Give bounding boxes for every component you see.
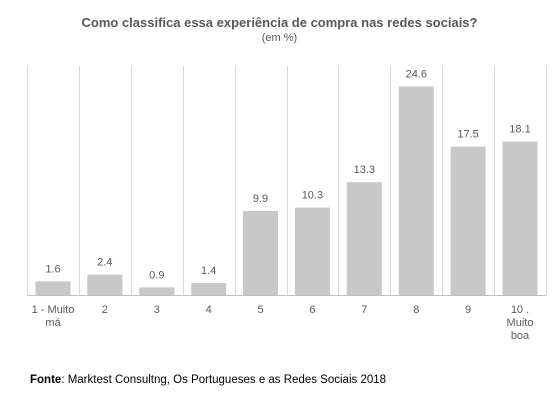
chart-title: Como classifica essa experiência de comp… bbox=[81, 15, 478, 30]
bar-10 bbox=[502, 141, 538, 295]
data-label-10: 18.1 bbox=[509, 124, 530, 136]
x-tick-label-line: 3 bbox=[154, 304, 160, 316]
x-tick-label-2: 2 bbox=[102, 304, 108, 316]
x-tick-label-6: 6 bbox=[309, 304, 315, 316]
source-label: Fonte bbox=[30, 374, 62, 386]
source-note: Fonte: Marktest Consultng, Os Portuguese… bbox=[30, 374, 386, 386]
x-tick-label-line: 1 - Muito bbox=[32, 304, 75, 316]
x-tick-label-line: Muito bbox=[507, 317, 534, 329]
data-label-1: 1.6 bbox=[45, 263, 60, 275]
x-tick-label-8: 8 bbox=[413, 304, 419, 316]
x-tick-label-10: 10 . Muito boa bbox=[507, 304, 534, 342]
x-tick-label-line: 9 bbox=[465, 304, 471, 316]
data-label-9: 17.5 bbox=[457, 129, 478, 141]
data-label-5: 9.9 bbox=[253, 193, 268, 205]
data-label-8: 24.6 bbox=[406, 68, 427, 80]
bar-1 bbox=[35, 281, 71, 295]
bar-9 bbox=[450, 146, 486, 295]
data-label-2: 2.4 bbox=[97, 257, 112, 269]
chart-subtitle: (em %) bbox=[261, 32, 298, 44]
x-tick-label-line: 2 bbox=[102, 304, 108, 316]
x-tick-label-line: 5 bbox=[257, 304, 263, 316]
bar-3 bbox=[139, 287, 175, 295]
x-tick-label-line: 7 bbox=[361, 304, 367, 316]
x-tick-label-9: 9 bbox=[465, 304, 471, 316]
x-tick-label-1: 1 - Muito má bbox=[32, 304, 75, 329]
bar-6 bbox=[294, 207, 330, 295]
x-tick-label-line: 10 . bbox=[511, 304, 529, 316]
bar-8 bbox=[398, 86, 434, 296]
data-label-6: 10.3 bbox=[302, 190, 323, 202]
x-tick-label-3: 3 bbox=[154, 304, 160, 316]
x-tick-label-line: má bbox=[45, 317, 61, 329]
x-tick-label-4: 4 bbox=[206, 304, 212, 316]
bar-2 bbox=[87, 274, 123, 295]
x-tick-label-line: boa bbox=[511, 330, 530, 342]
data-label-4: 1.4 bbox=[201, 265, 216, 277]
x-tick-label-5: 5 bbox=[257, 304, 263, 316]
x-tick-label-line: 4 bbox=[206, 304, 212, 316]
bar-7 bbox=[346, 182, 382, 295]
x-tick-label-line: 8 bbox=[413, 304, 419, 316]
x-tick-label-line: 6 bbox=[309, 304, 315, 316]
data-label-7: 13.3 bbox=[354, 164, 375, 176]
x-tick-label-7: 7 bbox=[361, 304, 367, 316]
source-text: : Marktest Consultng, Os Portugueses e a… bbox=[61, 374, 387, 386]
data-label-3: 0.9 bbox=[149, 269, 164, 281]
bar-4 bbox=[191, 283, 227, 295]
bar-5 bbox=[243, 211, 278, 295]
